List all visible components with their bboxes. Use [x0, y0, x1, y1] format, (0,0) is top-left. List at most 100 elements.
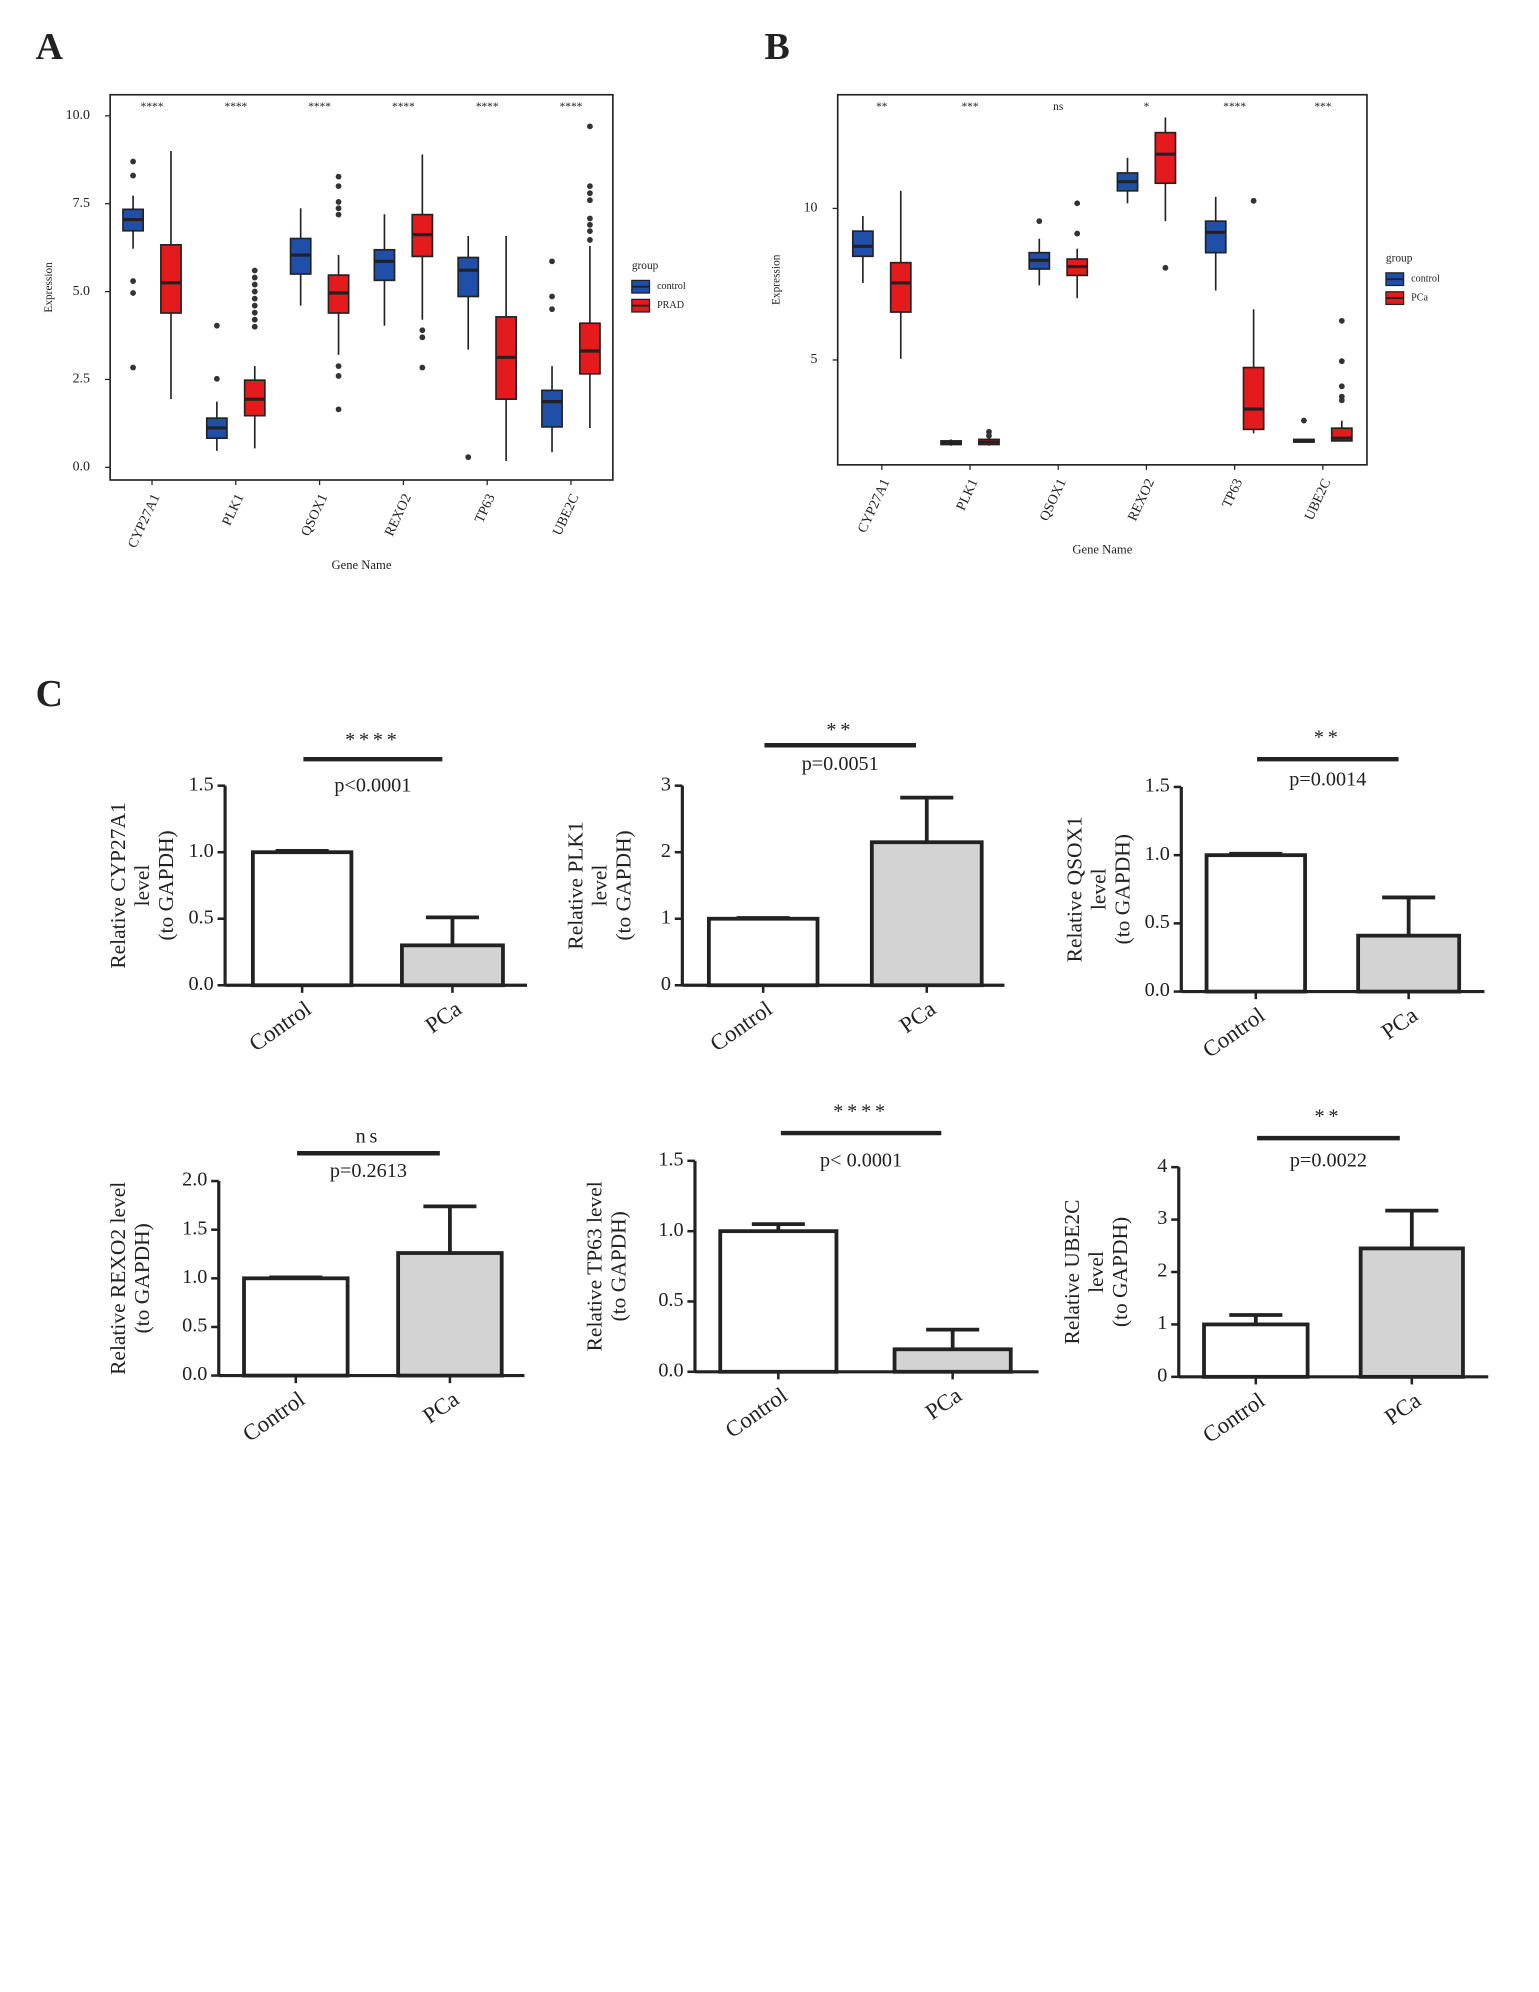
p-value: p<0.0001 — [334, 775, 411, 797]
y-tick-label: 1 — [661, 906, 671, 928]
y-axis-label: Relative QSOX1 — [1062, 816, 1086, 962]
y-axis-label: level — [1084, 1251, 1108, 1293]
outlier — [1301, 417, 1307, 424]
significance-label: **** — [392, 101, 415, 113]
x-tick-label: QSOX1 — [1037, 477, 1070, 524]
significance-label: ns — [1053, 101, 1064, 113]
box — [1154, 131, 1177, 185]
legend-title: group — [1386, 253, 1413, 265]
outlier — [587, 228, 593, 235]
outlier — [1074, 200, 1081, 207]
p-value: p< 0.0001 — [820, 1150, 902, 1172]
outlier — [587, 215, 593, 222]
outlier — [251, 323, 258, 330]
outlier — [251, 281, 258, 288]
outlier — [335, 199, 342, 205]
x-tick-label: REXO2 — [1126, 477, 1159, 524]
outlier — [549, 306, 555, 313]
outlier — [1074, 230, 1081, 237]
x-tick-label: REXO2 — [382, 492, 415, 539]
outlier — [335, 183, 342, 190]
y-tick-label: 0.0 — [1145, 979, 1170, 1001]
y-axis-label: Expression — [43, 262, 55, 313]
y-axis-label: (to GAPDH) — [1110, 834, 1134, 944]
outlier — [587, 221, 593, 228]
y-tick-label: 1 — [1157, 1312, 1167, 1334]
legend-label: control — [1411, 273, 1440, 284]
y-axis-label: (to GAPDH) — [1108, 1217, 1132, 1327]
x-tick-label: Control — [238, 1386, 309, 1446]
significance-label: * — [1144, 101, 1150, 113]
significance-label: *** — [1314, 101, 1331, 113]
y-tick-label: 2.0 — [182, 1169, 207, 1191]
bar — [250, 850, 354, 988]
x-tick-label: PCa — [1380, 1387, 1425, 1429]
y-tick-label: 1.0 — [1145, 843, 1170, 865]
outlier — [251, 267, 258, 274]
outlier — [251, 316, 258, 323]
outlier — [130, 278, 136, 284]
x-tick-label: PLK1 — [954, 477, 982, 513]
y-tick-label: 0.0 — [182, 1363, 207, 1385]
outlier — [587, 237, 593, 243]
outlier — [1250, 197, 1257, 204]
bar — [1202, 1322, 1310, 1379]
x-tick-label: PCa — [921, 1382, 966, 1424]
panel-label: A — [36, 26, 64, 68]
y-axis-label: level — [587, 865, 611, 907]
x-axis-label: Gene Name — [332, 558, 392, 572]
x-tick-label: PCa — [895, 996, 940, 1038]
y-tick-label: 7.5 — [73, 196, 90, 211]
legend-label: control — [657, 281, 686, 292]
x-tick-label: PCa — [1377, 1002, 1422, 1044]
x-tick-label: PCa — [418, 1386, 463, 1428]
y-axis-label: (to GAPDH) — [606, 1211, 630, 1321]
outlier — [335, 205, 342, 212]
outlier — [986, 432, 992, 439]
box — [1204, 220, 1227, 254]
significance-label: **** — [560, 101, 583, 113]
x-tick-label: PLK1 — [220, 492, 248, 528]
outlier — [251, 295, 258, 302]
y-axis-label: (to GAPDH) — [154, 830, 178, 940]
y-tick-label: 0 — [661, 973, 671, 995]
y-tick-label: 3 — [661, 773, 671, 795]
x-tick-label: Control — [244, 996, 315, 1056]
y-axis-label: level — [130, 865, 154, 907]
significance-label: **** — [141, 101, 164, 113]
box — [457, 256, 480, 298]
significance-label: **** — [345, 729, 401, 751]
plot-frame — [836, 93, 1368, 466]
y-axis-label: Expression — [771, 254, 783, 305]
outlier — [335, 363, 342, 370]
outlier — [1036, 218, 1043, 225]
x-tick-label: TP63 — [472, 492, 498, 526]
bar — [706, 916, 820, 988]
panel-label: C — [36, 673, 63, 715]
outlier — [251, 309, 258, 316]
y-tick-label: 10.0 — [66, 108, 90, 123]
x-axis-label: Gene Name — [1072, 543, 1132, 557]
y-tick-label: 1.5 — [1145, 775, 1170, 797]
outlier — [587, 190, 593, 197]
bar — [1358, 1246, 1465, 1379]
legend-label: PRAD — [657, 300, 684, 311]
outlier — [213, 375, 220, 382]
y-tick-label: 1.5 — [182, 1217, 207, 1239]
outlier — [465, 454, 472, 461]
y-tick-label: 0.0 — [188, 973, 213, 995]
box — [160, 244, 182, 314]
y-axis-label: Relative UBE2C — [1060, 1200, 1084, 1345]
y-axis-label: level — [1086, 868, 1110, 910]
outlier — [419, 364, 426, 371]
y-tick-label: 1.0 — [188, 840, 213, 862]
y-axis-label: (to GAPDH) — [130, 1223, 154, 1333]
outlier — [587, 123, 593, 130]
x-tick-label: Control — [1198, 1002, 1269, 1062]
p-value: p=0.0022 — [1290, 1150, 1367, 1172]
outlier — [549, 258, 555, 265]
y-tick-label: 0.5 — [658, 1289, 683, 1311]
p-value: p=0.0051 — [802, 753, 879, 775]
significance-label: **** — [308, 101, 331, 113]
